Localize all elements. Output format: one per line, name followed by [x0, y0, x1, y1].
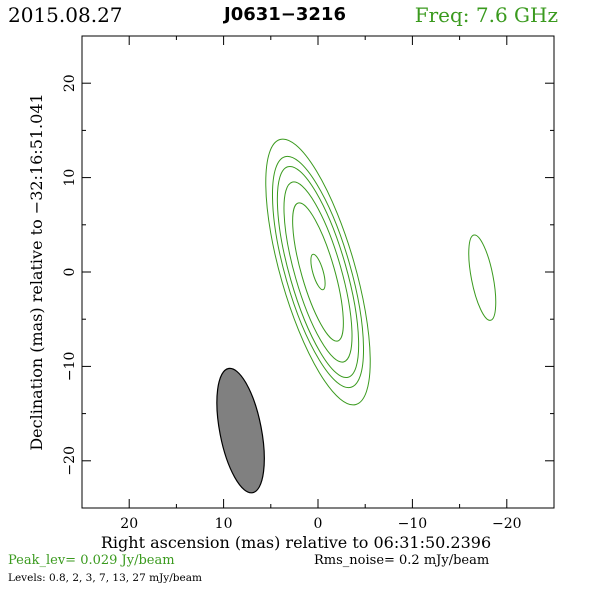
rms-noise: Rms_noise= 0.2 mJy/beam — [314, 553, 490, 568]
y-tick-label: −20 — [62, 446, 78, 476]
observation-date: 2015.08.27 — [8, 3, 123, 27]
contour-levels: Levels: 0.8, 2, 3, 7, 13, 27 mJy/beam — [8, 572, 202, 584]
x-tick-label: −10 — [398, 516, 428, 532]
source-name: J0631−3216 — [224, 4, 346, 25]
peak-level: Peak_lev= 0.029 Jy/beam — [8, 553, 175, 568]
contour-1-level-3 — [283, 181, 353, 363]
contour-1-level-4 — [276, 165, 360, 379]
y-axis-label: Declination (mas) relative to −32:16:51.… — [27, 93, 46, 450]
beam-group — [216, 367, 265, 494]
contour-group — [265, 138, 497, 406]
contour-1-level-5 — [271, 155, 365, 389]
x-tick-label: 10 — [215, 516, 233, 532]
y-tick-label: 0 — [62, 268, 78, 277]
y-tick-label: −10 — [62, 352, 78, 382]
plot-frame — [81, 35, 555, 509]
x-tick-label: 20 — [120, 516, 138, 532]
contour-1-level-1 — [310, 253, 326, 291]
y-tick-label: 10 — [62, 169, 78, 187]
beam-ellipse — [216, 367, 265, 494]
x-axis-label: Right ascension (mas) relative to 06:31:… — [101, 533, 491, 552]
x-tick-label: −20 — [492, 516, 522, 532]
contour-2-level-1 — [468, 234, 497, 321]
axis-ticks: 20 10 0 −10 −20 20 10 0 −10 −20 — [62, 35, 555, 532]
x-tick-label: 0 — [314, 516, 323, 532]
contour-1-level-6 — [265, 138, 371, 406]
contour-1-level-2 — [292, 202, 344, 342]
y-tick-label: 20 — [62, 74, 78, 92]
frequency-label: Freq: 7.6 GHz — [414, 3, 558, 27]
